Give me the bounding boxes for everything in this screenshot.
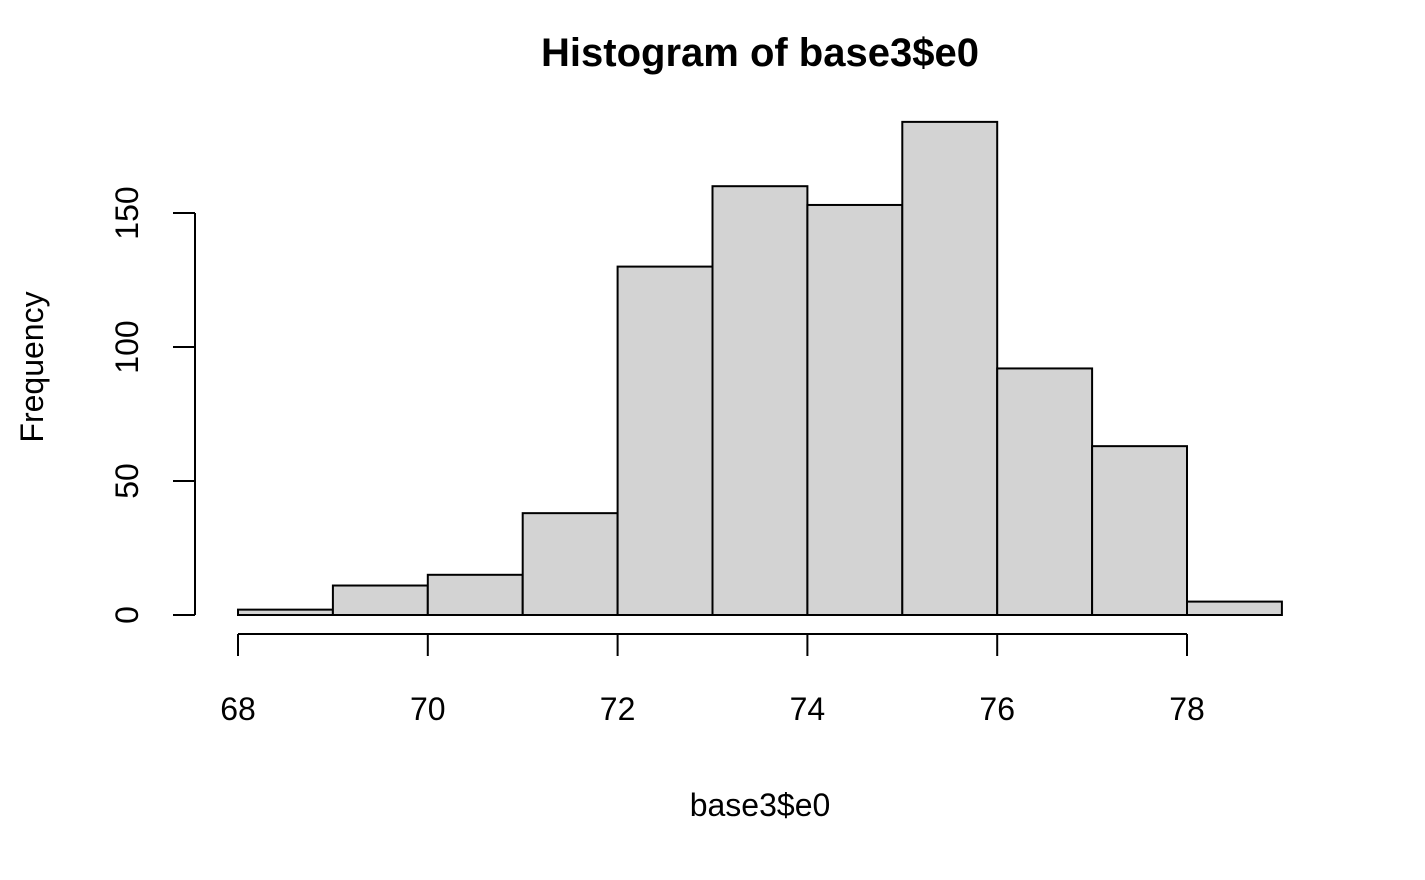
x-tick-label: 70 [410, 691, 446, 727]
chart-title: Histogram of base3$e0 [541, 31, 979, 75]
y-axis: 0 50 100 150 [109, 186, 196, 624]
x-tick-label: 74 [790, 691, 826, 727]
histogram-bar-6 [806, 203, 904, 617]
histogram-bar-8 [996, 367, 1094, 616]
y-tick-label: 50 [109, 463, 145, 499]
histogram-bar-9 [1091, 445, 1188, 616]
histogram-bar-1 [331, 584, 429, 617]
histogram-bar-3 [521, 512, 619, 616]
x-tick-label: 72 [600, 691, 636, 727]
y-axis-label: Frequency [14, 291, 50, 442]
x-tick-label: 76 [979, 691, 1015, 727]
histogram-bar-2 [426, 573, 524, 616]
x-tick-label: 68 [220, 691, 256, 727]
histogram-bar-7 [901, 120, 999, 616]
y-tick-label: 150 [109, 186, 145, 239]
histogram-bar-10 [1186, 600, 1283, 616]
y-tick-label: 100 [109, 320, 145, 373]
y-tick-label: 0 [109, 606, 145, 624]
histogram-bar-0 [237, 608, 334, 617]
bars-group [237, 120, 1283, 617]
histogram-bar-4 [616, 265, 714, 616]
x-axis-label: base3$e0 [690, 787, 831, 823]
histogram-bar-5 [711, 185, 809, 616]
x-tick-label: 78 [1169, 691, 1205, 727]
x-axis: 68 70 72 74 76 78 [220, 633, 1205, 727]
